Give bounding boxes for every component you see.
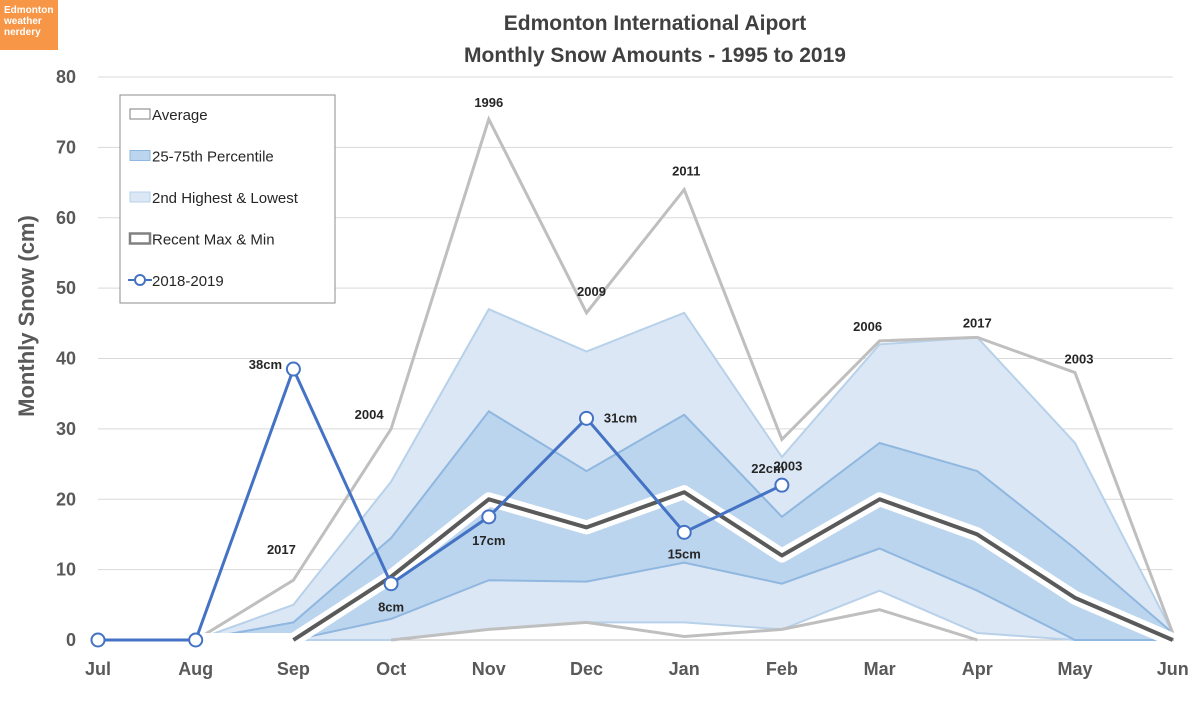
series-2018-2019-point-dec [579, 410, 594, 426]
x-tick-jan: Jan [669, 659, 700, 679]
max-year-label-feb: 2003 [773, 458, 802, 473]
value-label-oct: 8cm [378, 600, 404, 615]
y-tick-60: 60 [56, 208, 76, 228]
brand-badge: Edmonton weather nerdery [0, 0, 58, 50]
x-tick-oct: Oct [376, 659, 406, 679]
value-label-feb: 22cm [751, 461, 784, 476]
y-tick-70: 70 [56, 137, 76, 157]
y-tick-30: 30 [56, 419, 76, 439]
series-2018-2019-line [98, 365, 783, 642]
legend-swatch-25-75 [129, 150, 151, 161]
max-year-label-dec: 2009 [577, 284, 606, 299]
y-tick-50: 50 [56, 278, 76, 298]
y-tick-80: 80 [56, 67, 76, 87]
max-year-label-may: 2003 [1065, 352, 1094, 367]
max-year-label-apr: 2017 [963, 315, 992, 330]
legend-label-3: Recent Max & Min [152, 232, 275, 249]
x-tick-jun: Jun [1157, 659, 1189, 679]
recent-min-line [390, 608, 978, 642]
x-tick-jul: Jul [85, 659, 111, 679]
legend-swatch-2nd [129, 191, 151, 203]
series-2018-2019-point-jan [676, 524, 692, 540]
chart-title: Edmonton International Aiport [504, 12, 807, 35]
y-tick-10: 10 [56, 560, 76, 580]
max-year-label-mar: 2006 [853, 319, 882, 334]
x-tick-mar: Mar [864, 659, 896, 679]
legend-label-1: 25-75th Percentile [152, 149, 274, 166]
chart-subtitle: Monthly Snow Amounts - 1995 to 2019 [464, 44, 846, 67]
x-tick-apr: Apr [962, 659, 993, 679]
series-2018-2019-point-aug [188, 632, 204, 648]
max-year-label-oct: 2004 [355, 407, 385, 422]
legend-label-0: Average [152, 107, 208, 124]
series-2018-2019-point-sep [285, 361, 301, 377]
y-tick-20: 20 [56, 489, 76, 509]
x-tick-may: May [1057, 659, 1092, 679]
legend-swatch-average [129, 108, 151, 120]
legend-label-4: 2018-2019 [152, 273, 224, 290]
recent-max-line [98, 115, 1175, 642]
x-tick-aug: Aug [178, 659, 213, 679]
legend-box [119, 94, 336, 304]
legend-swatch-recent [128, 232, 152, 245]
y-tick-40: 40 [56, 349, 76, 369]
max-year-label-sep: 2017 [267, 542, 296, 557]
legend-label-2: 2nd Highest & Lowest [152, 190, 299, 207]
x-tick-dec: Dec [570, 659, 603, 679]
x-tick-nov: Nov [472, 659, 506, 679]
max-year-label-nov: 1996 [474, 95, 503, 110]
series-2018-2019-point-jul [90, 632, 106, 648]
value-label-dec: 31cm [604, 410, 637, 425]
max-year-label-jan: 2011 [672, 164, 700, 179]
y-tick-0: 0 [66, 630, 76, 650]
series-2018-2019-point-nov [481, 509, 497, 525]
series-2018-2019-point-feb [774, 477, 790, 493]
x-tick-sep: Sep [277, 659, 310, 679]
value-label-jan: 15cm [668, 546, 701, 561]
legend-swatch-series-marker [134, 274, 146, 286]
x-tick-feb: Feb [766, 659, 798, 679]
value-label-nov: 17cm [472, 533, 505, 548]
series-2018-2019-point-oct [383, 576, 399, 592]
value-label-sep: 38cm [249, 357, 282, 372]
average-line [292, 490, 1174, 642]
y-axis-label: Monthly Snow (cm) [14, 215, 39, 417]
